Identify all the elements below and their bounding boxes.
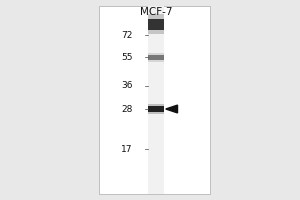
Bar	[148, 106, 164, 112]
Text: 36: 36	[121, 82, 133, 90]
Text: 72: 72	[122, 30, 133, 40]
Bar	[148, 6, 164, 194]
Text: MCF-7: MCF-7	[140, 7, 172, 17]
Text: 55: 55	[121, 52, 133, 62]
Bar	[148, 52, 164, 62]
Text: 28: 28	[122, 105, 133, 114]
Bar	[148, 14, 164, 34]
Bar	[148, 19, 164, 29]
Bar	[148, 6, 164, 194]
Bar	[148, 54, 164, 60]
Polygon shape	[166, 105, 178, 113]
Bar	[99, 6, 210, 194]
Text: 17: 17	[121, 144, 133, 154]
Bar	[148, 104, 164, 114]
